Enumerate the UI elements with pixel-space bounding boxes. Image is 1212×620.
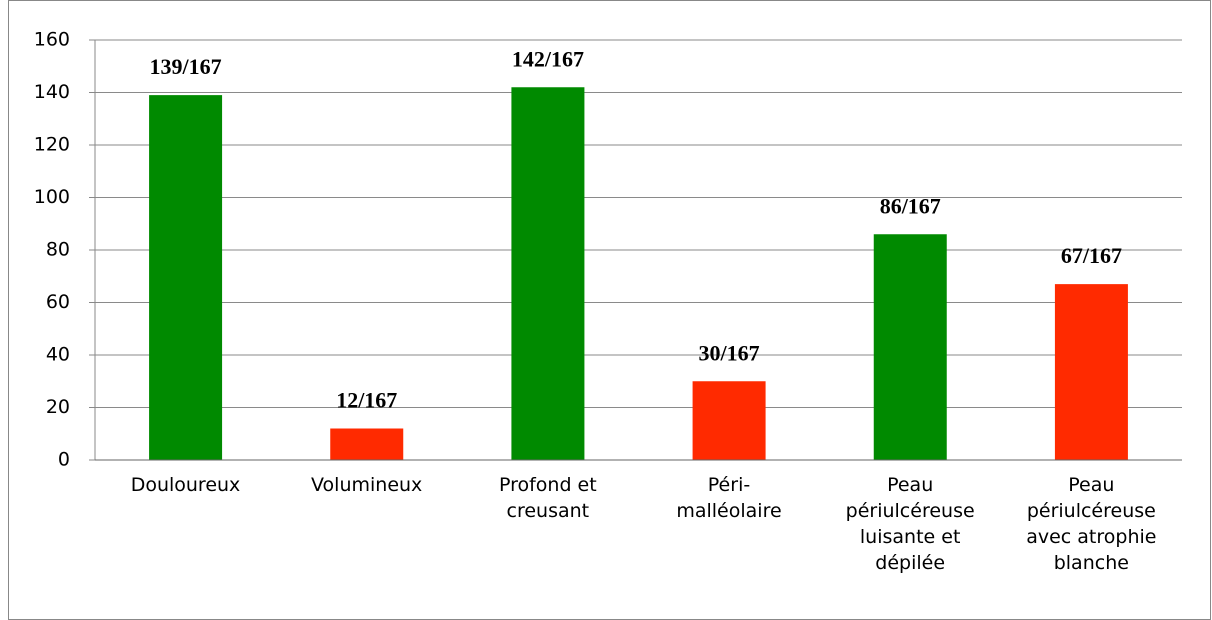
data-label: 139/167 bbox=[150, 54, 222, 79]
x-tick-label: Péri- malléolaire bbox=[676, 474, 782, 522]
data-label: 12/167 bbox=[336, 388, 397, 413]
bar bbox=[1054, 284, 1128, 460]
bar bbox=[330, 428, 404, 460]
x-tick-label: Profond et creusant bbox=[498, 474, 597, 522]
x-tick-label: Volumineux bbox=[311, 474, 423, 496]
x-tick-label: Peau périulcéreuse luisante et dépilée bbox=[845, 474, 975, 574]
y-tick-label: 80 bbox=[46, 239, 70, 261]
x-tick-label: Douloureux bbox=[130, 474, 241, 496]
data-label: 67/167 bbox=[1061, 243, 1122, 268]
bar bbox=[149, 95, 223, 460]
y-tick-label: 40 bbox=[46, 344, 70, 366]
data-label: 142/167 bbox=[512, 46, 584, 71]
y-tick-label: 20 bbox=[46, 396, 70, 418]
data-label: 86/167 bbox=[880, 193, 941, 218]
y-tick-label: 60 bbox=[46, 291, 70, 313]
y-tick-label: 100 bbox=[34, 186, 70, 208]
y-tick-label: 160 bbox=[34, 29, 70, 51]
y-tick-label: 120 bbox=[34, 134, 70, 156]
data-label: 30/167 bbox=[699, 340, 760, 365]
bar bbox=[873, 234, 947, 460]
x-tick-label: Peau périulcéreuse avec atrophie blanche bbox=[1026, 474, 1157, 574]
bar bbox=[692, 381, 766, 460]
y-tick-label: 0 bbox=[58, 449, 70, 471]
bar bbox=[511, 87, 585, 460]
y-tick-label: 140 bbox=[34, 81, 70, 103]
